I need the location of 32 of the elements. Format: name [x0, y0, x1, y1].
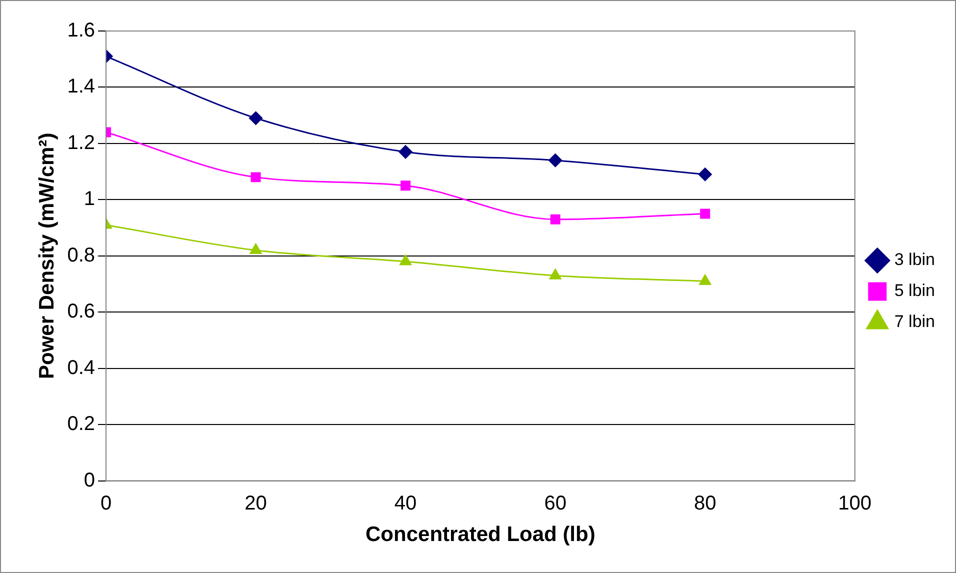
- point: [400, 180, 411, 191]
- point: [698, 168, 712, 182]
- x-tick-label: 80: [694, 492, 716, 514]
- x-tick-label: 60: [544, 492, 566, 514]
- point: [548, 154, 562, 168]
- point: [700, 208, 710, 219]
- x-tick-label: 40: [394, 492, 417, 514]
- point: [250, 172, 261, 182]
- point: [699, 274, 712, 285]
- y-tick-label: 1.4: [67, 76, 96, 98]
- legend-label: 7 lbin: [894, 312, 935, 332]
- x-axis-title: Concentrated Load (lb): [366, 523, 596, 546]
- point: [249, 111, 263, 125]
- y-axis-title: Power Density (mW/cm²): [35, 132, 58, 380]
- y-tick-label: 0.2: [67, 413, 96, 436]
- legend-label: 5 lbin: [894, 281, 935, 300]
- x-tick-label: 100: [838, 492, 872, 514]
- y-tick-label: 1: [84, 188, 96, 210]
- y-tick-label: 1.6: [67, 20, 96, 42]
- y-tick-label: 0.8: [67, 244, 96, 266]
- y-tick-label: 0.6: [67, 300, 96, 323]
- point: [550, 214, 560, 224]
- point: [398, 145, 412, 159]
- point: [400, 254, 412, 266]
- point: [250, 244, 262, 254]
- x-tick-label: 20: [244, 492, 267, 514]
- y-tick-label: 1.2: [67, 132, 96, 154]
- point: [549, 268, 562, 280]
- x-tick-label: 0: [100, 492, 112, 514]
- y-tick-label: 0.4: [67, 356, 96, 379]
- legend-label: 3 lbin: [894, 250, 935, 270]
- y-tick-label: 0: [84, 469, 96, 492]
